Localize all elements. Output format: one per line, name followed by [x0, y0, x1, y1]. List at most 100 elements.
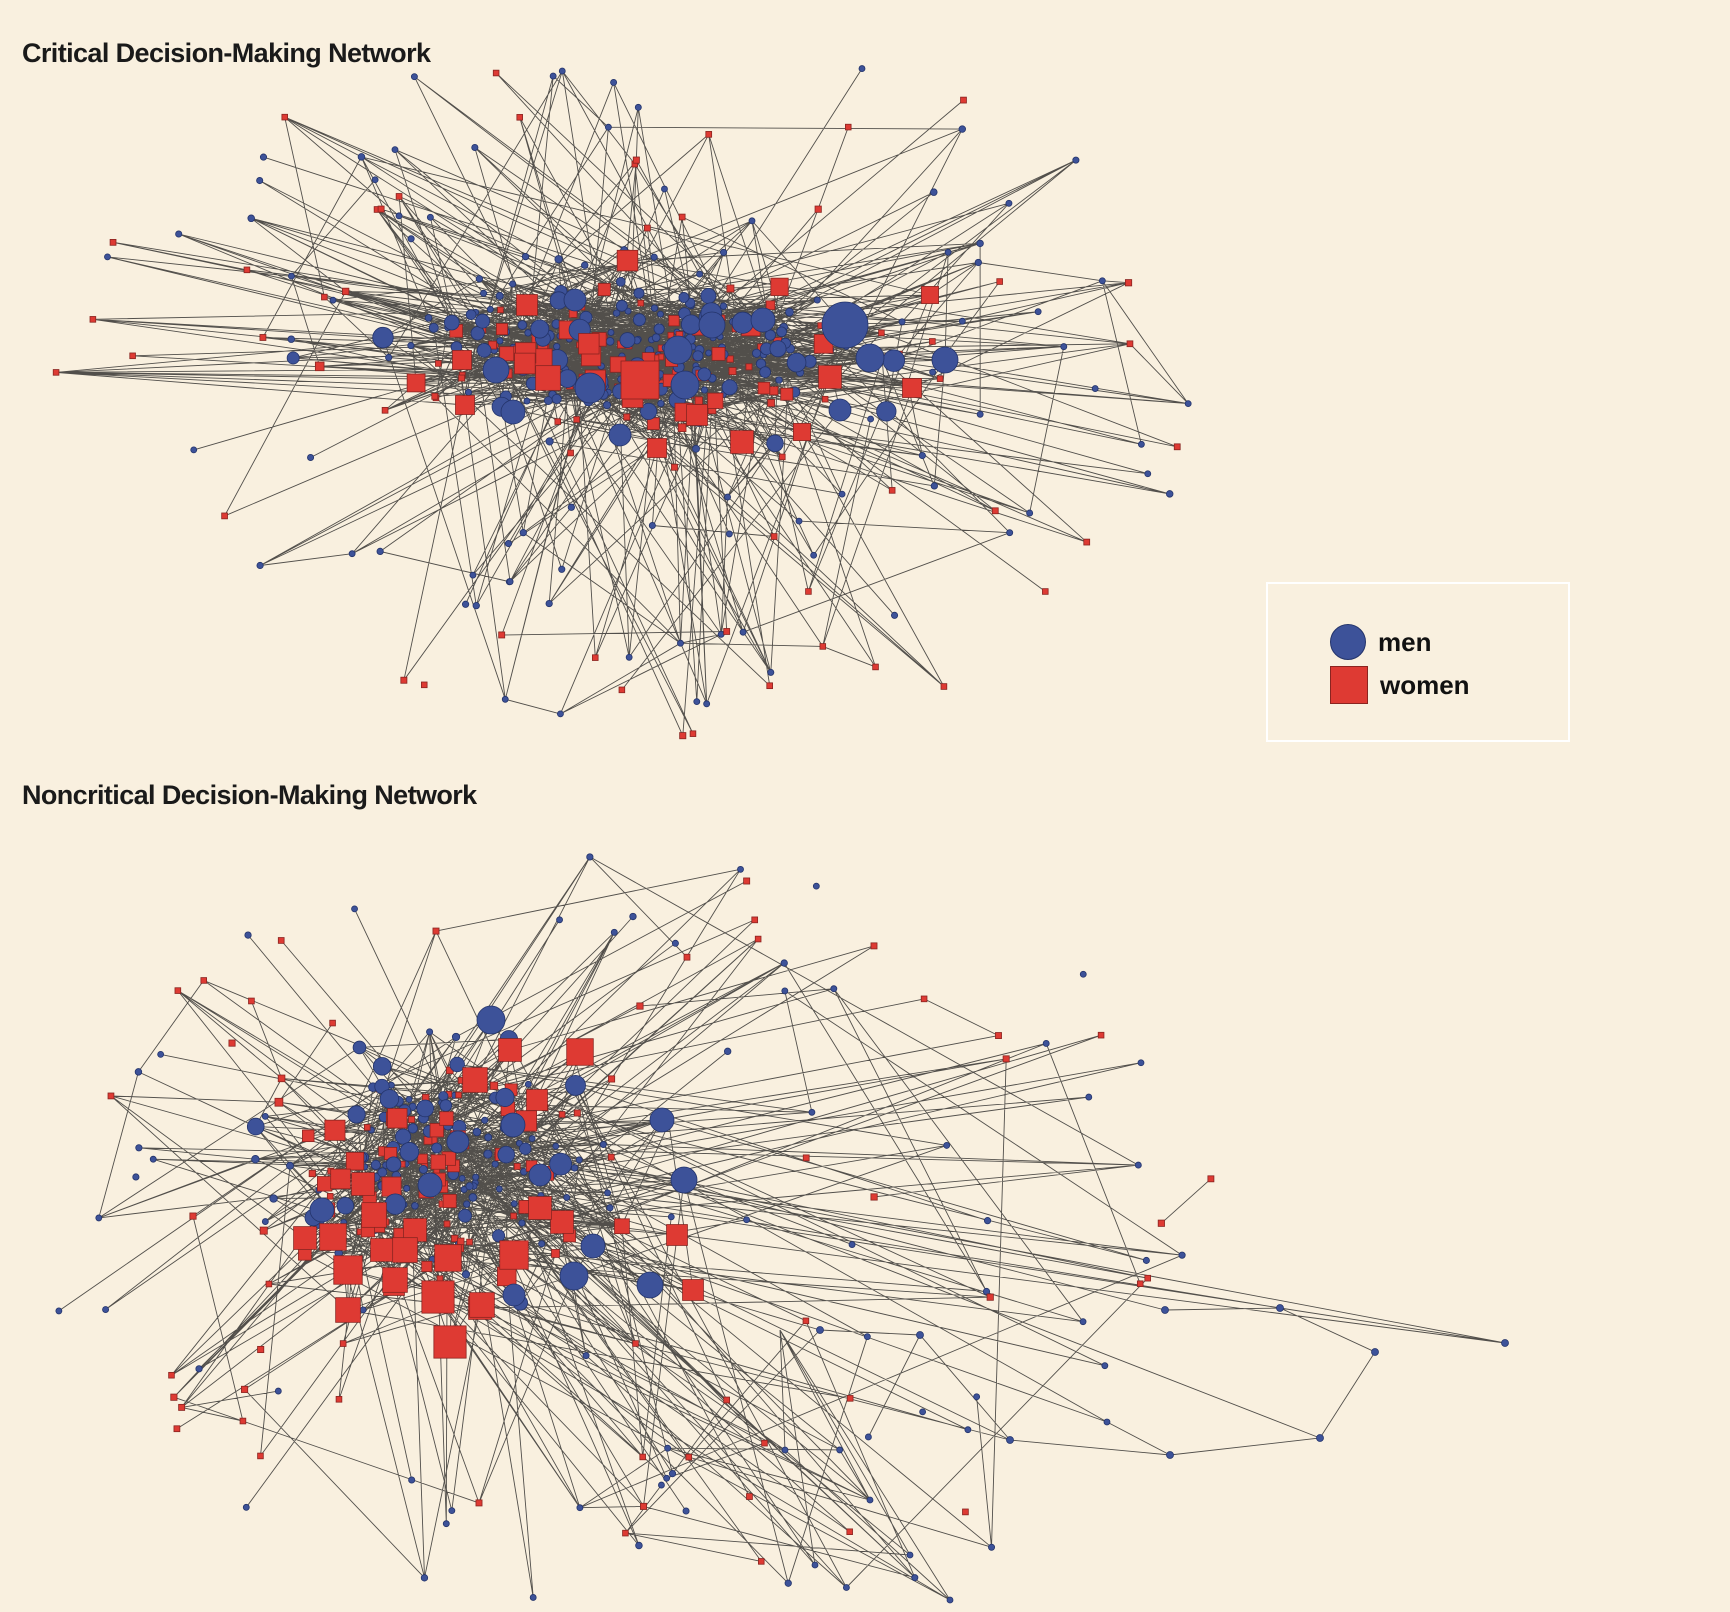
- woman-node: [462, 1067, 488, 1093]
- man-node: [781, 987, 789, 995]
- man-node: [563, 1194, 571, 1201]
- woman-node: [936, 375, 944, 382]
- woman-node: [281, 113, 288, 121]
- woman-node: [421, 1260, 433, 1272]
- man-node: [743, 1216, 750, 1224]
- man-node: [1091, 385, 1099, 392]
- woman-node: [640, 1502, 648, 1510]
- man-node: [624, 307, 632, 315]
- woman-node: [406, 373, 426, 393]
- man-node: [371, 176, 379, 184]
- woman-node: [730, 430, 754, 454]
- woman-node: [321, 293, 328, 301]
- woman-node: [514, 352, 536, 375]
- man-node: [472, 1173, 480, 1181]
- woman-node: [592, 654, 599, 661]
- woman-node: [189, 1212, 197, 1220]
- man-node: [509, 280, 517, 288]
- woman-node: [962, 1508, 969, 1516]
- man-node: [863, 1333, 871, 1341]
- man-node: [446, 1130, 470, 1154]
- man-node: [471, 143, 479, 152]
- man-node: [692, 350, 704, 362]
- woman-node: [678, 213, 686, 221]
- man-node: [244, 931, 252, 939]
- man-node: [377, 1167, 388, 1178]
- woman-node: [52, 369, 60, 376]
- woman-node: [469, 1292, 495, 1318]
- man-node: [545, 599, 553, 608]
- woman-node: [682, 1279, 704, 1301]
- man-node: [55, 1307, 63, 1315]
- man-node: [426, 1028, 434, 1036]
- woman-node: [597, 283, 611, 297]
- woman-node: [173, 1425, 181, 1433]
- man-node: [1034, 308, 1042, 316]
- man-node: [500, 399, 526, 425]
- man-node: [286, 1161, 294, 1170]
- man-node: [1142, 1256, 1150, 1264]
- woman-node: [417, 1153, 428, 1165]
- man-node: [988, 1543, 996, 1551]
- man-node: [667, 1213, 675, 1221]
- man-node: [497, 1145, 515, 1164]
- man-node: [1006, 529, 1014, 537]
- man-node: [557, 710, 564, 718]
- man-node: [650, 253, 658, 261]
- man-node: [439, 1099, 453, 1112]
- man-node: [864, 1433, 872, 1441]
- man-node: [700, 386, 709, 394]
- man-node: [721, 379, 738, 396]
- man-node: [785, 307, 794, 317]
- man-node: [484, 1133, 493, 1142]
- man-node: [813, 296, 821, 304]
- man-node: [582, 1352, 590, 1360]
- woman-node: [940, 683, 948, 690]
- woman-node: [293, 1226, 317, 1250]
- man-node: [476, 1005, 506, 1035]
- man-node: [1026, 509, 1034, 517]
- woman-node: [499, 346, 515, 362]
- woman-node: [902, 378, 922, 398]
- man-node: [242, 1503, 250, 1511]
- man-node: [1501, 1339, 1509, 1347]
- man-node: [661, 185, 668, 193]
- woman-node: [1144, 1274, 1151, 1282]
- woman-node: [434, 1244, 462, 1272]
- man-node: [1042, 1040, 1050, 1047]
- man-node: [703, 700, 711, 708]
- man-node: [603, 401, 612, 410]
- woman-node: [578, 333, 600, 355]
- man-node: [523, 397, 531, 405]
- man-node: [405, 1096, 413, 1103]
- man-node: [1144, 470, 1152, 478]
- man-node: [559, 1261, 589, 1291]
- woman-node: [618, 686, 626, 694]
- man-node: [634, 103, 642, 111]
- woman-node: [89, 316, 97, 323]
- man-node: [482, 356, 510, 384]
- woman-node: [802, 1317, 810, 1325]
- woman-node: [432, 927, 440, 935]
- woman-node: [705, 131, 713, 138]
- man-node: [269, 1194, 278, 1203]
- man-node: [678, 292, 690, 303]
- man-node: [274, 1387, 282, 1395]
- man-node: [876, 401, 897, 422]
- woman-node: [363, 1124, 371, 1131]
- woman-node: [107, 1092, 115, 1100]
- woman-node: [370, 1238, 394, 1262]
- man-node: [1072, 156, 1080, 164]
- man-node: [670, 370, 700, 400]
- woman-node: [439, 1111, 454, 1126]
- man-node: [528, 1135, 536, 1142]
- man-node: [309, 1197, 335, 1223]
- man-node: [726, 530, 733, 538]
- man-node: [658, 1481, 665, 1489]
- woman-node: [986, 1293, 994, 1301]
- man-node: [491, 1160, 499, 1168]
- woman-node: [314, 361, 325, 372]
- man-node: [565, 1074, 586, 1096]
- man-node: [465, 1182, 474, 1191]
- man-node: [976, 239, 984, 248]
